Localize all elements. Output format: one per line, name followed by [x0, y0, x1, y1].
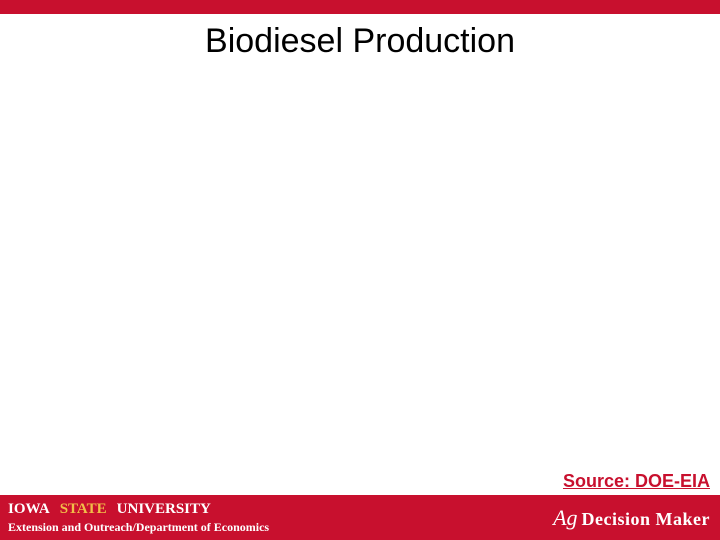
brand-decision-maker: Decision Maker [582, 509, 710, 530]
footer-left: IOWA STATE UNIVERSITY Extension and Outr… [8, 501, 269, 535]
footer-right: Ag Decision Maker [553, 505, 710, 531]
footer-bar: IOWA STATE UNIVERSITY Extension and Outr… [0, 495, 720, 540]
department-label: Extension and Outreach/Department of Eco… [8, 520, 269, 535]
isu-logo-university: UNIVERSITY [117, 501, 211, 518]
top-accent-bar [0, 0, 720, 14]
brand-ag: Ag [553, 505, 577, 531]
isu-logo-iowa: IOWA [8, 501, 50, 518]
isu-logo: IOWA STATE UNIVERSITY [8, 501, 269, 518]
slide: Biodiesel Production Source: DOE-EIA IOW… [0, 0, 720, 540]
slide-title: Biodiesel Production [0, 22, 720, 61]
isu-logo-state: STATE [60, 501, 107, 518]
source-label: Source: DOE-EIA [563, 471, 710, 492]
